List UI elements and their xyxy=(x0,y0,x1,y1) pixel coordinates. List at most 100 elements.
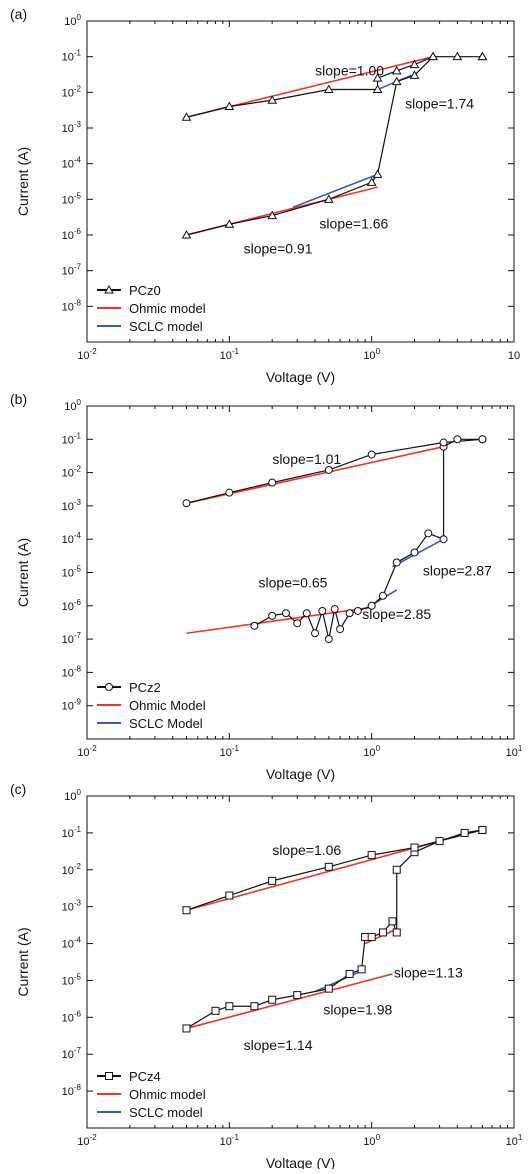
data-point xyxy=(452,51,463,61)
x-axis-label: Voltage (V) xyxy=(266,1155,335,1169)
plot-area xyxy=(182,435,487,644)
tick-label: 10-1 xyxy=(62,49,82,64)
data-point xyxy=(366,177,377,186)
legend-label: Ohmic model xyxy=(129,301,206,316)
tick-label: 10-6 xyxy=(62,598,82,613)
slope-annotation: slope=1.66 xyxy=(319,216,388,232)
data-point xyxy=(323,84,334,94)
slope-annotation: slope=0.65 xyxy=(259,575,328,591)
data-point xyxy=(357,965,366,974)
data-point xyxy=(225,488,234,497)
legend-label: PCz2 xyxy=(129,680,161,695)
fit-line xyxy=(186,973,393,1030)
legend-label: SCLC Model xyxy=(129,716,203,731)
tick-label: 10-8 xyxy=(62,664,82,679)
data-point xyxy=(424,529,433,538)
tick-label: 10-1 xyxy=(220,744,240,759)
x-axis-label: Voltage (V) xyxy=(266,369,335,385)
legend-label: PCz4 xyxy=(129,1069,161,1084)
data-point xyxy=(453,435,462,444)
data-point xyxy=(267,210,278,220)
data-point xyxy=(345,609,354,618)
data-point xyxy=(324,862,333,871)
data-point xyxy=(367,601,376,610)
data-point xyxy=(391,65,402,75)
tick-label: 10-3 xyxy=(62,120,82,135)
slope-annotation: slope=1.98 xyxy=(323,1001,392,1017)
tick-label: 10-2 xyxy=(77,1133,97,1148)
panel-label: (b) xyxy=(10,391,27,407)
data-point xyxy=(336,625,345,634)
data-point xyxy=(372,169,383,178)
slope-annotation: slope=1.01 xyxy=(272,451,341,467)
data-point xyxy=(439,535,448,544)
data-point xyxy=(361,933,370,942)
tick-label: 10-8 xyxy=(62,1083,82,1098)
data-point xyxy=(409,70,420,79)
y-axis-label: Current (A) xyxy=(15,927,31,996)
data-point xyxy=(477,51,488,61)
data-point xyxy=(224,101,235,111)
data-line xyxy=(186,56,483,236)
tick-label: 10-2 xyxy=(77,347,97,362)
data-point xyxy=(478,825,487,834)
tick-label: 10-2 xyxy=(77,744,97,759)
legend-marker xyxy=(105,683,113,691)
tick-label: 10-3 xyxy=(62,899,82,914)
tick-label: 10-2 xyxy=(62,862,82,877)
data-point xyxy=(378,591,387,600)
data-point xyxy=(367,450,376,459)
tick-label: 10-1 xyxy=(62,825,82,840)
tick-label: 10-5 xyxy=(62,191,82,206)
fit-line xyxy=(292,173,378,208)
tick-label: 10-1 xyxy=(220,347,240,362)
data-point xyxy=(281,609,290,618)
data-point xyxy=(311,629,320,638)
data-point xyxy=(378,928,387,937)
y-axis-label: Current (A) xyxy=(15,538,31,607)
tick-label: 10-9 xyxy=(62,698,82,713)
slope-annotation: slope=1.00 xyxy=(315,62,384,78)
data-point xyxy=(460,828,469,837)
data-point xyxy=(410,548,419,557)
tick-label: 10-1 xyxy=(220,1133,240,1148)
data-point xyxy=(367,851,376,860)
panel-label: (a) xyxy=(10,6,27,22)
tick-label: 100 xyxy=(64,398,81,413)
slope-annotation: slope=1.14 xyxy=(244,1037,313,1053)
tick-label: 10-7 xyxy=(62,631,82,646)
data-point xyxy=(478,435,487,444)
data-point xyxy=(211,1006,220,1015)
data-point xyxy=(182,499,191,508)
tick-label: 100 xyxy=(363,347,380,362)
data-point xyxy=(302,609,311,618)
plot-area xyxy=(181,51,488,239)
data-point xyxy=(267,95,278,104)
tick-label: 10-2 xyxy=(62,465,82,480)
tick-label: 10-7 xyxy=(62,1046,82,1061)
data-point xyxy=(353,606,362,615)
slope-annotation: slope=2.85 xyxy=(362,606,431,622)
data-point xyxy=(293,991,302,1000)
legend-marker xyxy=(105,1072,113,1080)
chart-panel-2: 10-2 10-1 100 101 100 10-1 10-2 10-3 10-4 10-5 10-… xyxy=(10,391,523,782)
data-point xyxy=(409,59,420,69)
data-point xyxy=(372,73,383,82)
legend-marker xyxy=(104,284,114,294)
data-point xyxy=(428,51,438,61)
tick-label: 10-1 xyxy=(62,431,82,446)
data-point xyxy=(323,194,334,203)
data-point xyxy=(345,969,354,978)
data-point xyxy=(182,906,191,915)
data-point xyxy=(181,112,192,121)
data-point xyxy=(225,1002,234,1011)
slope-annotation: slope=2.87 xyxy=(423,563,492,579)
data-point xyxy=(392,928,401,937)
data-point xyxy=(392,558,401,567)
tick-label: 101 xyxy=(506,1133,523,1148)
slope-annotation: slope=1.06 xyxy=(272,842,341,858)
tick-label: 10-2 xyxy=(62,84,82,99)
plot-frame xyxy=(86,20,515,343)
plot-area xyxy=(182,825,487,1033)
